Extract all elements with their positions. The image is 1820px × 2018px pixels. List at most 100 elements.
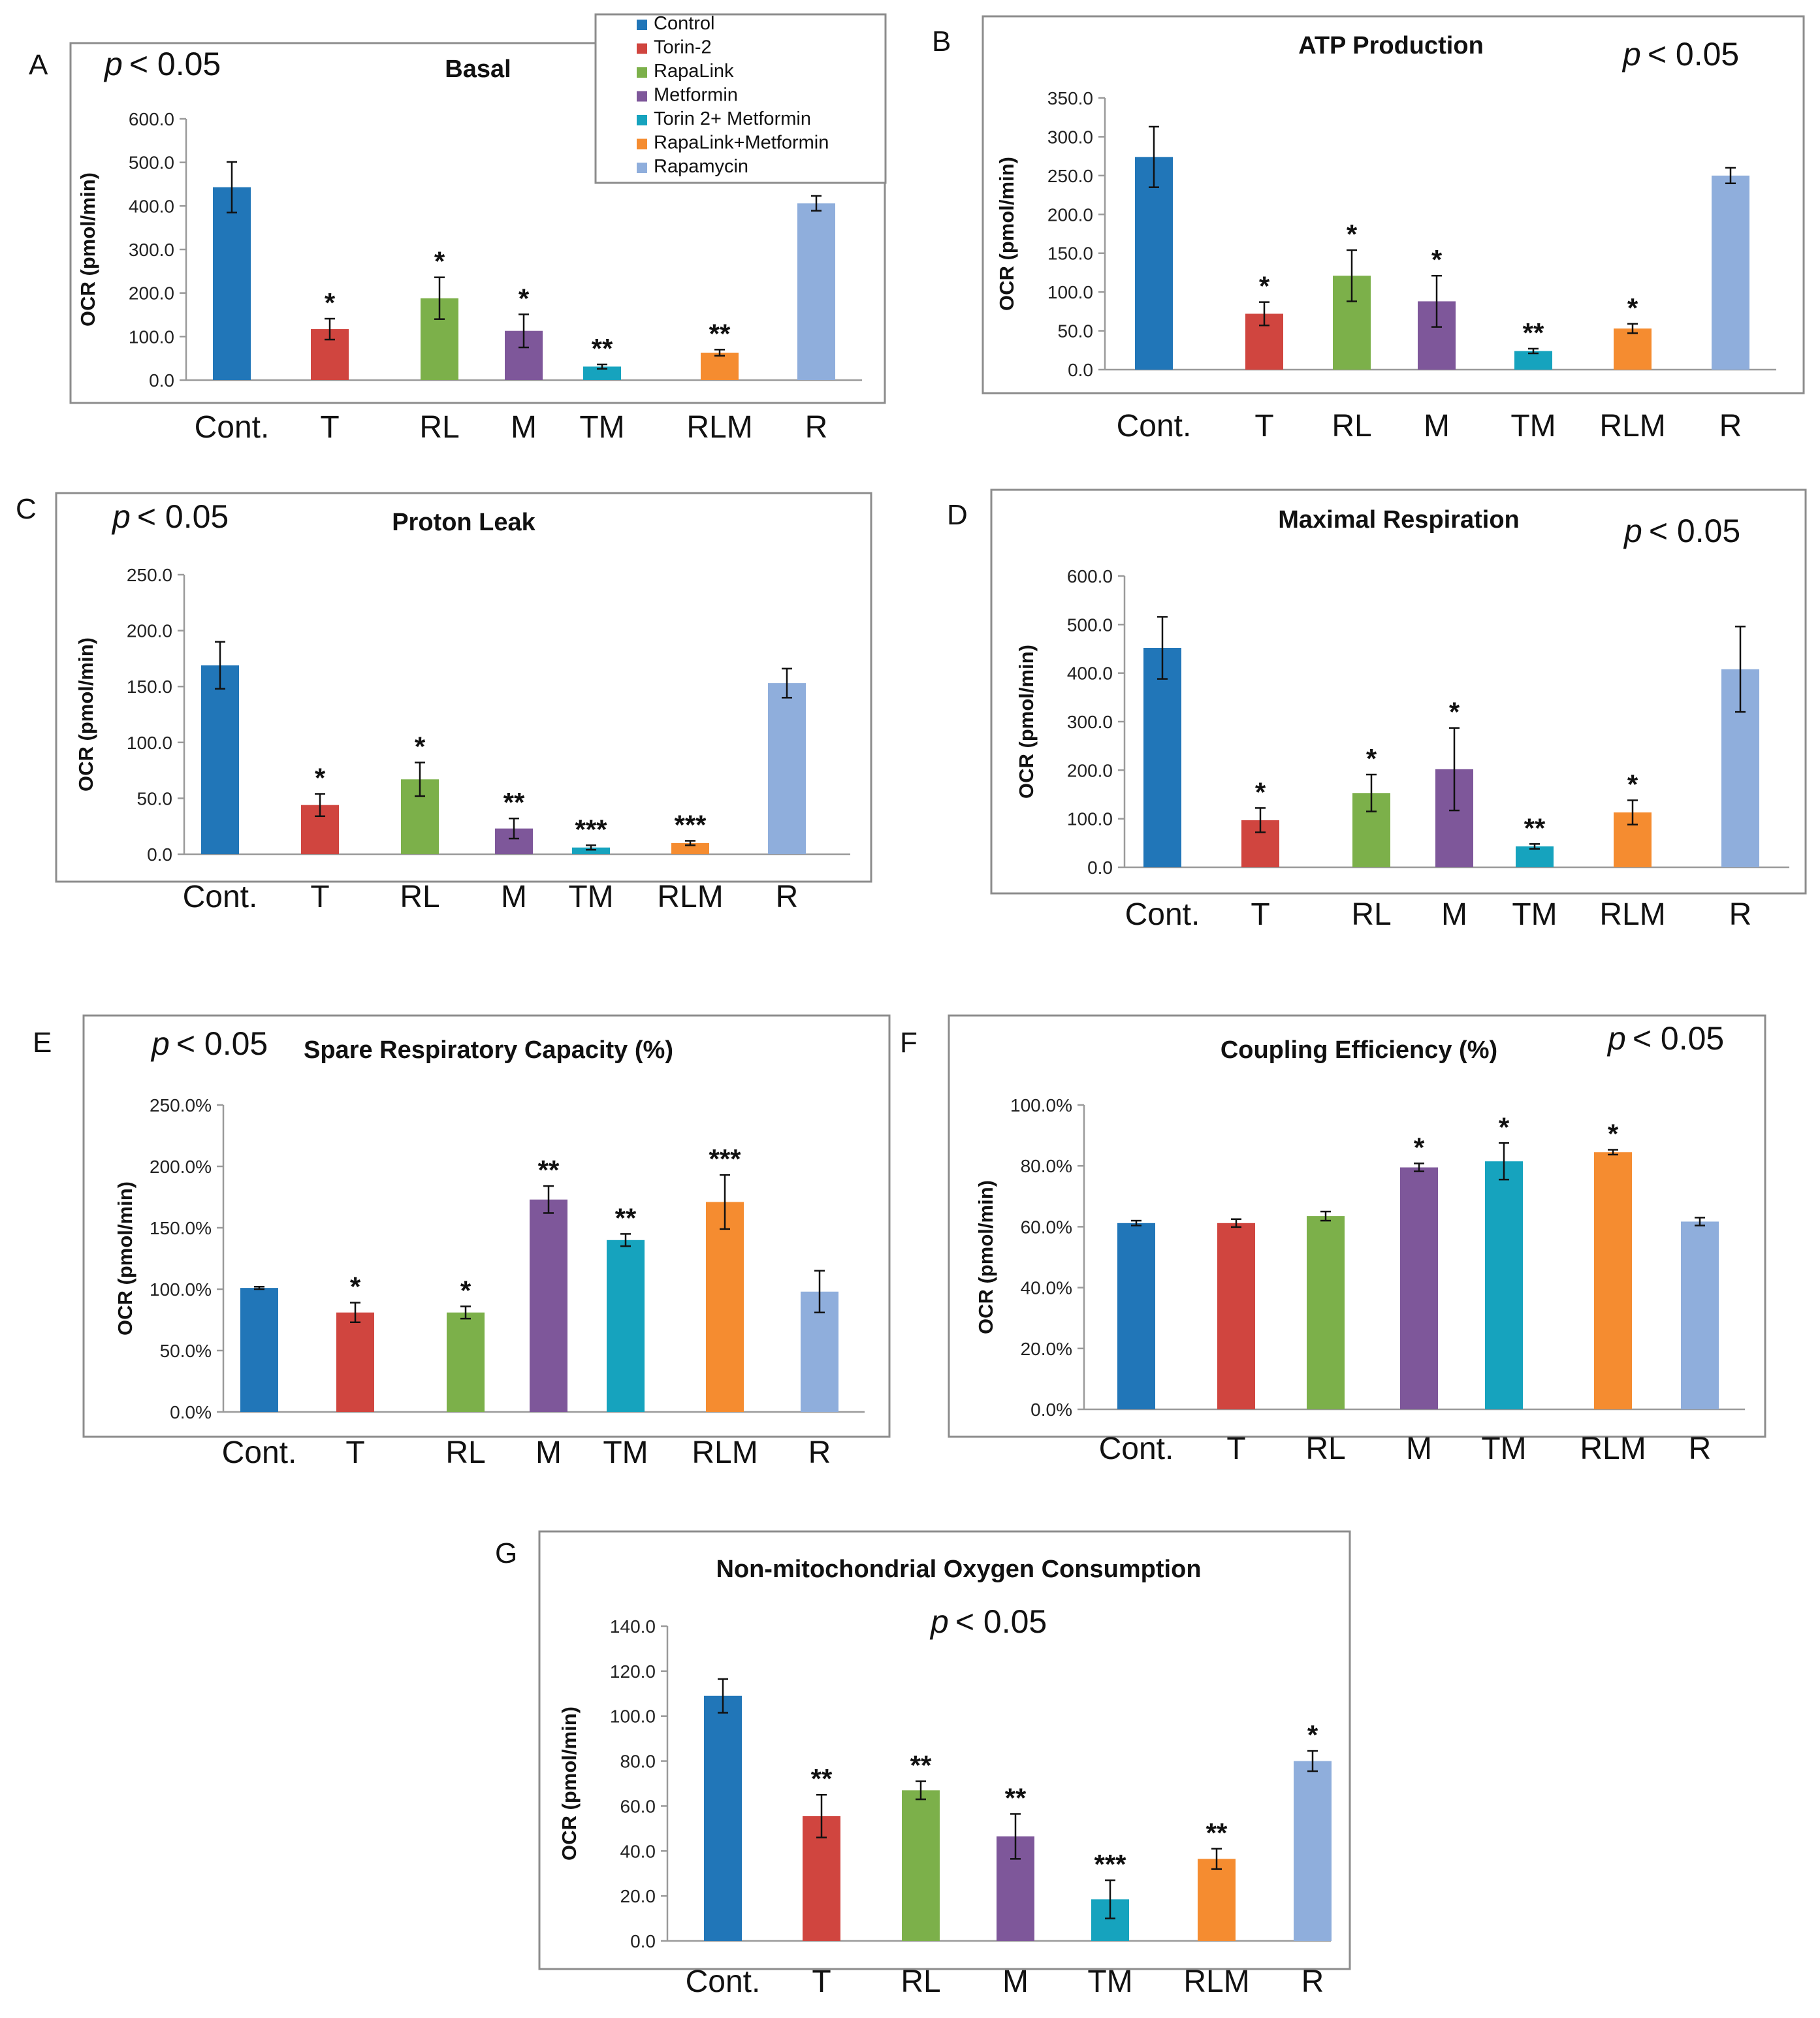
chart-title: Coupling Efficiency (%) xyxy=(1221,1036,1497,1064)
p-value-label: p < 0.05 xyxy=(150,1025,268,1062)
panel-C: C Proton Leak p < 0.05 0.0 50.0 100.0 150.0 200.… xyxy=(16,492,872,914)
bar-cont xyxy=(201,665,239,854)
bar-rl xyxy=(447,1312,485,1412)
panel-letter: A xyxy=(29,49,48,81)
y-tick-label: 0.0 xyxy=(149,370,174,391)
y-tick-label: 100.0 xyxy=(1047,282,1093,302)
x-category-label: T xyxy=(812,1964,831,1999)
y-tick-label: 120.0 xyxy=(610,1661,656,1682)
x-category-label: RL xyxy=(419,410,459,445)
panel-frame xyxy=(82,1014,891,1438)
y-tick-label: 250.0% xyxy=(150,1095,212,1115)
y-tick-label: 400.0 xyxy=(1067,664,1113,684)
y-tick-label: 80.0% xyxy=(1021,1156,1072,1176)
x-category-label: RLM xyxy=(657,880,723,914)
bar-tm xyxy=(572,847,610,854)
significance-label: * xyxy=(460,1275,471,1305)
panel-E: E Spare Respiratory Capacity (%) p < 0.05 0.… xyxy=(33,1014,891,1470)
legend-swatch xyxy=(637,43,647,54)
y-tick-label: 60.0 xyxy=(620,1796,656,1816)
bar-tm xyxy=(583,366,621,380)
x-category-label: M xyxy=(1441,897,1467,932)
x-category-label: R xyxy=(1729,897,1752,932)
legend-swatch xyxy=(637,115,647,125)
legend-swatch xyxy=(637,138,647,150)
bar-r xyxy=(1681,1221,1719,1409)
panel-frame xyxy=(990,488,1807,895)
bar-r xyxy=(1294,1761,1332,1941)
bar-r xyxy=(768,683,806,854)
p-value-label: p < 0.05 xyxy=(1606,1020,1724,1057)
bar-rlm xyxy=(701,353,739,380)
y-tick-label: 500.0 xyxy=(1067,615,1113,635)
x-category-label: RL xyxy=(400,880,439,914)
bar-t xyxy=(336,1312,374,1412)
x-category-label: Cont. xyxy=(1117,409,1192,443)
chart-title: ATP Production xyxy=(1298,32,1484,59)
y-tick-label: 600.0 xyxy=(1067,566,1113,586)
panel-D: D Maximal Respiration p < 0.05 0.0 100.0 200.0… xyxy=(947,488,1807,932)
significance-label: * xyxy=(434,246,445,277)
y-tick-label: 100.0 xyxy=(127,733,172,753)
y-tick-label: 300.0 xyxy=(1047,127,1093,147)
x-category-label: Cont. xyxy=(1125,897,1200,932)
significance-label: *** xyxy=(674,809,707,840)
bar-rlm xyxy=(1198,1859,1236,1941)
x-category-label: RLM xyxy=(1599,409,1665,443)
y-tick-label: 50.0 xyxy=(1058,321,1094,342)
x-category-label: TM xyxy=(1510,409,1556,443)
p-value-label: p < 0.05 xyxy=(929,1603,1047,1640)
p-italic: p xyxy=(111,498,131,535)
y-tick-label: 0.0 xyxy=(147,844,172,865)
y-tick-label: 0.0 xyxy=(1068,360,1093,380)
significance-label: * xyxy=(1366,743,1377,774)
significance-label: ** xyxy=(538,1155,560,1185)
x-category-label: R xyxy=(1301,1964,1324,1999)
p-threshold: < 0.05 xyxy=(176,1025,268,1062)
significance-label: ** xyxy=(910,1750,932,1781)
y-tick-label: 150.0 xyxy=(1047,244,1093,264)
p-threshold: < 0.05 xyxy=(1648,36,1739,72)
y-axis-label: OCR (pmol/min) xyxy=(76,172,99,327)
bar-tm xyxy=(607,1240,645,1412)
y-tick-label: 40.0 xyxy=(620,1841,656,1861)
significance-label: * xyxy=(315,763,326,793)
x-category-label: M xyxy=(1424,409,1450,443)
panel-frame xyxy=(55,492,872,883)
significance-label: * xyxy=(1307,1720,1318,1750)
x-category-label: M xyxy=(511,410,537,445)
legend-item: Metformin xyxy=(654,85,738,106)
panel-frame xyxy=(982,15,1805,394)
significance-label: * xyxy=(1608,1119,1619,1149)
x-category-label: M xyxy=(501,880,527,914)
significance-label: ** xyxy=(1005,1782,1027,1813)
legend-item: RapaLink+Metformin xyxy=(654,133,829,153)
y-tick-label: 150.0 xyxy=(127,677,172,697)
x-category-label: Cont. xyxy=(195,410,270,445)
significance-label: * xyxy=(1414,1132,1425,1162)
legend-swatch xyxy=(637,67,647,78)
x-category-label: T xyxy=(320,410,339,445)
panel-letter: C xyxy=(16,493,37,525)
significance-label: ** xyxy=(615,1202,637,1233)
legend-item: Torin 2+ Metformin xyxy=(654,108,811,129)
p-italic: p xyxy=(1606,1020,1626,1057)
x-category-label: TM xyxy=(579,410,624,445)
x-category-label: RL xyxy=(445,1435,485,1470)
y-axis-label: OCR (pmol/min) xyxy=(114,1181,136,1336)
legend-item: Rapamycin xyxy=(654,156,748,177)
legend-item: Torin-2 xyxy=(654,37,712,58)
y-tick-label: 20.0 xyxy=(620,1886,656,1906)
y-tick-label: 300.0 xyxy=(1067,712,1113,732)
x-category-label: T xyxy=(345,1435,364,1470)
x-category-label: R xyxy=(808,1435,831,1470)
y-tick-label: 0.0 xyxy=(1087,857,1113,878)
significance-label: * xyxy=(415,731,426,762)
significance-label: ** xyxy=(592,333,613,364)
panel-G: G Non-mitochondrial Oxygen Consumption p < … xyxy=(495,1530,1351,1999)
significance-label: * xyxy=(1449,697,1460,728)
y-tick-label: 500.0 xyxy=(129,153,174,173)
y-tick-label: 200.0 xyxy=(127,621,172,641)
significance-label: ** xyxy=(811,1763,833,1794)
x-category-label: R xyxy=(1689,1432,1712,1466)
